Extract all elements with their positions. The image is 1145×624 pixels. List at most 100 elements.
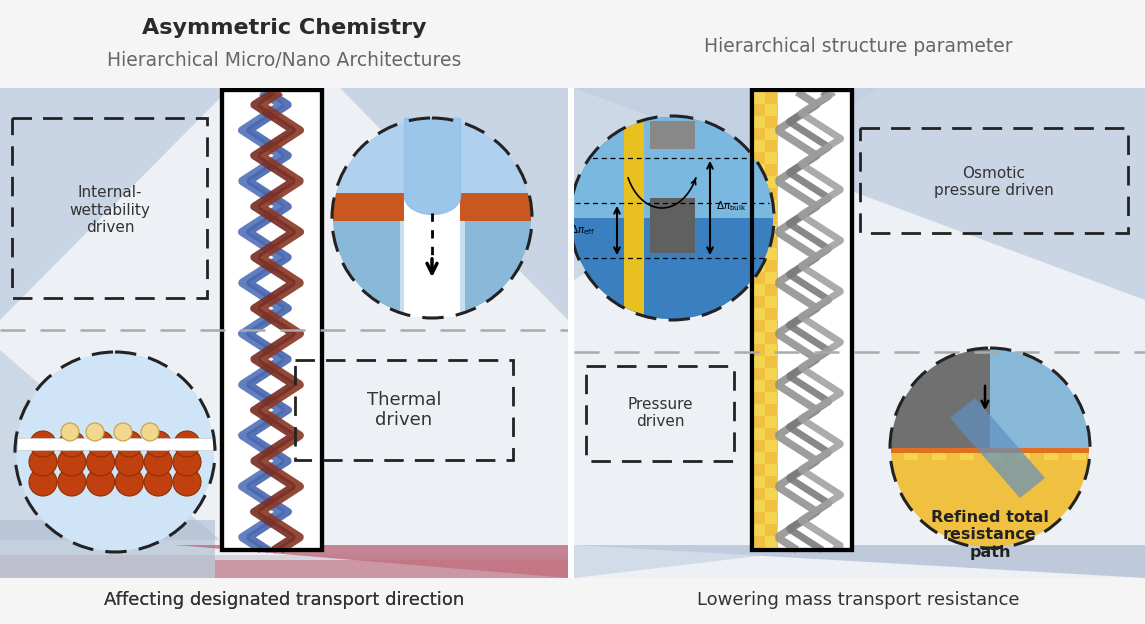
- Bar: [753, 92, 765, 104]
- Bar: [891, 443, 1089, 453]
- Bar: [960, 390, 974, 404]
- Bar: [946, 404, 960, 418]
- Bar: [753, 548, 765, 550]
- Bar: [974, 348, 988, 362]
- Bar: [918, 404, 932, 418]
- Wedge shape: [891, 448, 1089, 547]
- Bar: [765, 176, 777, 188]
- Bar: [333, 213, 400, 319]
- Circle shape: [144, 448, 172, 476]
- Bar: [1072, 390, 1085, 404]
- Text: Refined total
resistance
path: Refined total resistance path: [931, 510, 1049, 560]
- Bar: [1044, 362, 1058, 376]
- Circle shape: [571, 117, 773, 319]
- Text: Pressure
driven: Pressure driven: [627, 397, 693, 429]
- Circle shape: [16, 353, 214, 551]
- Bar: [765, 392, 777, 404]
- Bar: [860, 128, 1128, 233]
- Circle shape: [87, 468, 114, 496]
- Bar: [890, 404, 905, 418]
- Text: Asymmetric Chemistry: Asymmetric Chemistry: [142, 18, 426, 38]
- Bar: [765, 272, 777, 284]
- Polygon shape: [574, 545, 1145, 578]
- Bar: [1085, 432, 1100, 446]
- Bar: [753, 524, 765, 536]
- Polygon shape: [215, 560, 568, 578]
- Bar: [918, 432, 932, 446]
- Bar: [960, 446, 974, 460]
- Bar: [960, 418, 974, 432]
- Text: $\Delta\pi_{\rm eff}$: $\Delta\pi_{\rm eff}$: [570, 223, 595, 237]
- Circle shape: [173, 468, 202, 496]
- Text: Affecting designated transport direction: Affecting designated transport direction: [104, 591, 464, 609]
- Bar: [753, 452, 765, 464]
- Bar: [753, 380, 765, 392]
- Text: Internal-
wettability
driven: Internal- wettability driven: [70, 185, 150, 235]
- Bar: [333, 193, 531, 221]
- Bar: [753, 212, 765, 224]
- Bar: [0, 88, 568, 578]
- Bar: [1016, 390, 1030, 404]
- Circle shape: [61, 423, 79, 441]
- Bar: [1058, 432, 1072, 446]
- Text: $\Delta\pi_{\rm bulk}$: $\Delta\pi_{\rm bulk}$: [716, 199, 747, 213]
- Bar: [765, 128, 777, 140]
- Bar: [905, 446, 918, 460]
- Bar: [222, 90, 322, 550]
- Bar: [946, 376, 960, 390]
- Bar: [753, 284, 765, 296]
- Bar: [1016, 418, 1030, 432]
- Bar: [765, 368, 777, 380]
- Bar: [568, 0, 574, 624]
- Text: Affecting designated transport direction: Affecting designated transport direction: [104, 591, 464, 609]
- Circle shape: [173, 448, 202, 476]
- Polygon shape: [574, 88, 881, 280]
- Bar: [960, 362, 974, 376]
- Bar: [0, 578, 1145, 624]
- Bar: [1002, 432, 1016, 446]
- Bar: [988, 362, 1002, 376]
- Bar: [1044, 446, 1058, 460]
- Bar: [918, 376, 932, 390]
- Bar: [753, 332, 765, 344]
- Bar: [753, 260, 765, 272]
- Bar: [988, 418, 1002, 432]
- Bar: [765, 416, 777, 428]
- Bar: [624, 121, 643, 315]
- Polygon shape: [950, 398, 1045, 498]
- Bar: [905, 418, 918, 432]
- Bar: [765, 152, 777, 164]
- Bar: [890, 348, 905, 362]
- Bar: [1016, 446, 1030, 460]
- Bar: [753, 428, 765, 440]
- Bar: [574, 88, 1145, 578]
- Wedge shape: [891, 349, 990, 448]
- Bar: [1058, 376, 1072, 390]
- Bar: [0, 555, 568, 578]
- Bar: [295, 360, 513, 460]
- Bar: [1030, 404, 1044, 418]
- Polygon shape: [574, 545, 850, 578]
- Bar: [1002, 348, 1016, 362]
- Bar: [932, 446, 946, 460]
- Bar: [988, 446, 1002, 460]
- Bar: [1002, 376, 1016, 390]
- Text: Hierarchical structure parameter: Hierarchical structure parameter: [704, 36, 1012, 56]
- Wedge shape: [990, 349, 1089, 448]
- Bar: [1002, 404, 1016, 418]
- Circle shape: [57, 468, 86, 496]
- Circle shape: [86, 423, 104, 441]
- Bar: [753, 476, 765, 488]
- Bar: [905, 362, 918, 376]
- Bar: [753, 236, 765, 248]
- Bar: [753, 356, 765, 368]
- Polygon shape: [0, 350, 220, 540]
- Bar: [571, 117, 773, 219]
- Circle shape: [30, 431, 56, 457]
- Bar: [1072, 446, 1085, 460]
- Polygon shape: [574, 88, 1145, 300]
- Bar: [765, 296, 777, 308]
- Bar: [946, 432, 960, 446]
- Circle shape: [114, 423, 132, 441]
- Bar: [1044, 418, 1058, 432]
